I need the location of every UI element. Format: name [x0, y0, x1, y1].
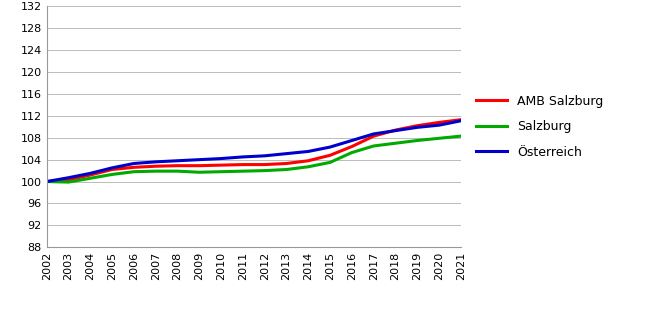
AMB Salzburg — [217, 163, 225, 167]
Österreich — [457, 119, 465, 123]
Salzburg — [173, 169, 181, 173]
Salzburg — [435, 136, 443, 140]
AMB Salzburg — [151, 164, 159, 168]
Österreich — [151, 160, 159, 164]
Salzburg — [261, 169, 269, 172]
Salzburg — [392, 141, 400, 145]
Salzburg — [304, 165, 312, 169]
Österreich — [348, 139, 356, 142]
Österreich — [392, 129, 400, 133]
Salzburg — [283, 168, 291, 171]
AMB Salzburg — [392, 128, 400, 132]
AMB Salzburg — [239, 163, 247, 166]
Österreich — [304, 150, 312, 153]
Line: Salzburg: Salzburg — [47, 136, 461, 182]
Salzburg — [239, 169, 247, 173]
Salzburg — [195, 170, 203, 174]
AMB Salzburg — [457, 118, 465, 122]
AMB Salzburg — [326, 153, 334, 157]
Österreich — [43, 180, 51, 184]
Österreich — [65, 176, 73, 180]
AMB Salzburg — [130, 165, 138, 169]
Österreich — [239, 155, 247, 159]
Österreich — [130, 162, 138, 165]
Legend: AMB Salzburg, Salzburg, Österreich: AMB Salzburg, Salzburg, Österreich — [471, 90, 608, 164]
Salzburg — [414, 139, 422, 142]
Salzburg — [151, 169, 159, 173]
AMB Salzburg — [348, 145, 356, 148]
AMB Salzburg — [86, 173, 94, 177]
Österreich — [414, 126, 422, 129]
Salzburg — [326, 160, 334, 164]
Österreich — [261, 154, 269, 158]
AMB Salzburg — [304, 159, 312, 163]
Salzburg — [370, 144, 378, 148]
Salzburg — [217, 170, 225, 174]
Österreich — [283, 152, 291, 156]
AMB Salzburg — [195, 164, 203, 168]
Salzburg — [108, 172, 116, 176]
Österreich — [173, 159, 181, 163]
AMB Salzburg — [414, 124, 422, 128]
AMB Salzburg — [173, 164, 181, 168]
Salzburg — [130, 170, 138, 174]
Salzburg — [43, 180, 51, 184]
Österreich — [195, 158, 203, 162]
Salzburg — [86, 176, 94, 180]
Österreich — [435, 123, 443, 127]
AMB Salzburg — [108, 168, 116, 171]
Salzburg — [457, 134, 465, 138]
AMB Salzburg — [435, 120, 443, 124]
Österreich — [370, 132, 378, 136]
Line: AMB Salzburg: AMB Salzburg — [47, 120, 461, 182]
Line: Österreich: Österreich — [47, 121, 461, 182]
Österreich — [326, 145, 334, 149]
Österreich — [108, 166, 116, 170]
AMB Salzburg — [261, 163, 269, 166]
Salzburg — [348, 151, 356, 154]
Salzburg — [65, 180, 73, 184]
Österreich — [217, 157, 225, 160]
AMB Salzburg — [65, 178, 73, 182]
Österreich — [86, 171, 94, 175]
AMB Salzburg — [283, 162, 291, 165]
AMB Salzburg — [43, 180, 51, 184]
AMB Salzburg — [370, 134, 378, 138]
